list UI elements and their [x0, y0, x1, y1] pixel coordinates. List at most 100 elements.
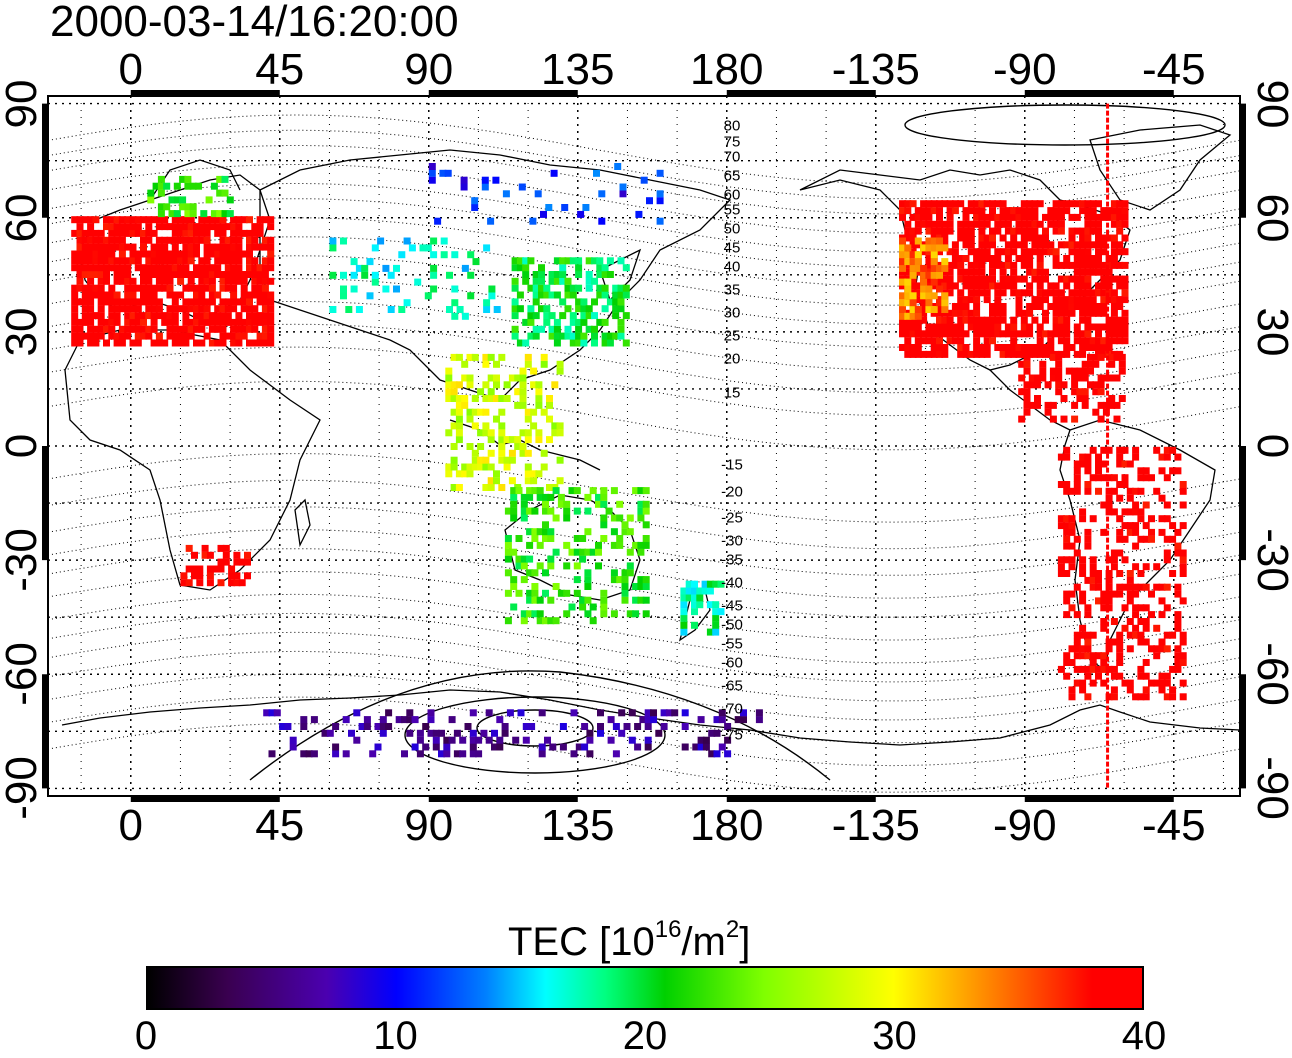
- tec-cell: [228, 572, 236, 580]
- tec-cell: [989, 268, 996, 276]
- tec-cell: [1116, 645, 1124, 653]
- tec-cell: [1004, 282, 1012, 290]
- tec-cell: [553, 277, 561, 285]
- tec-cell: [1116, 460, 1124, 468]
- tec-cell: [1084, 460, 1092, 468]
- tec-cell: [214, 229, 222, 237]
- tec-cell: [962, 220, 970, 228]
- tec-cell: [145, 257, 153, 265]
- tec-cell: [542, 521, 549, 529]
- tec-cell: [1031, 234, 1039, 242]
- tec-cell: [1079, 570, 1087, 577]
- tec-cell: [498, 429, 506, 437]
- tec-cell: [482, 463, 490, 471]
- tec-cell: [899, 244, 906, 252]
- tec-cell: [385, 723, 393, 730]
- tec-cell: [198, 277, 206, 285]
- tec-cell: [1076, 388, 1084, 396]
- tec-cell: [81, 264, 89, 272]
- tec-cell: [538, 271, 545, 278]
- tec-cell: [914, 282, 922, 290]
- tec-cell: [1073, 323, 1081, 331]
- tec-cell: [530, 470, 538, 478]
- tec-cell: [1010, 213, 1018, 221]
- tec-cell: [1089, 309, 1097, 317]
- tec-cell: [466, 470, 474, 478]
- tec-cell: [451, 251, 459, 259]
- tec-cell: [1063, 597, 1071, 605]
- tec-cell: [1116, 528, 1124, 536]
- tec-cell: [973, 207, 981, 215]
- tec-cell: [1052, 255, 1060, 262]
- tec-cell: [617, 318, 625, 326]
- tec-cell: [504, 541, 512, 549]
- tec-cell: [177, 250, 185, 258]
- tec-cell: [1089, 337, 1097, 345]
- tec-cell: [1105, 570, 1113, 577]
- tec-cell: [448, 736, 456, 744]
- tec-cell: [240, 291, 248, 299]
- tec-cell: [71, 250, 79, 258]
- tec-cell: [532, 332, 540, 340]
- tec-cell: [1081, 395, 1089, 402]
- tec-cell: [967, 220, 975, 228]
- tec-cell: [983, 289, 991, 297]
- tec-cell: [930, 337, 938, 345]
- tec-cell: [230, 271, 238, 278]
- tec-cell: [520, 555, 528, 563]
- tec-cell: [256, 243, 264, 251]
- tec-cell: [445, 374, 453, 382]
- tec-cell: [184, 182, 192, 190]
- tec-cell: [1142, 638, 1150, 646]
- tec-cell: [145, 264, 153, 272]
- tec-cell: [962, 282, 970, 290]
- tec-cell: [428, 169, 436, 177]
- tec-cell: [103, 264, 110, 272]
- tec-cell: [140, 216, 147, 224]
- tec-cell: [208, 223, 216, 231]
- tec-cell: [1148, 679, 1155, 687]
- tec-cell: [697, 743, 705, 751]
- tec-cell: [989, 213, 996, 221]
- tec-cell: [166, 277, 174, 285]
- tec-cell: [520, 500, 528, 508]
- tec-cell: [1036, 241, 1044, 249]
- tec-cell: [941, 330, 949, 338]
- frame-segment-left: [42, 674, 48, 789]
- tec-cell: [118, 298, 126, 306]
- tec-cell: [708, 750, 716, 758]
- tec-cell: [1089, 227, 1097, 235]
- tec-cell: [235, 312, 243, 320]
- tec-cell: [1163, 446, 1171, 454]
- tec-cell: [1084, 275, 1092, 283]
- tec-cell: [369, 750, 377, 758]
- tec-cell: [1158, 515, 1166, 523]
- tec-cell: [108, 284, 116, 292]
- tec-cell: [1110, 296, 1118, 304]
- tec-cell: [267, 325, 275, 333]
- tec-cell: [87, 277, 95, 285]
- tec-cell: [471, 197, 479, 205]
- tec-cell: [1095, 200, 1102, 208]
- tec-cell: [573, 562, 581, 570]
- tec-cell: [166, 312, 174, 320]
- tec-cell: [187, 271, 195, 278]
- tec-cell: [542, 617, 549, 625]
- tec-cell: [584, 569, 592, 577]
- tec-cell: [246, 291, 253, 299]
- tec-cell: [1073, 460, 1081, 468]
- tec-cell: [1084, 241, 1092, 249]
- tec-cell: [1110, 323, 1118, 331]
- tec-cell: [515, 535, 523, 542]
- tec-cell: [904, 207, 912, 215]
- tec-cell: [1100, 604, 1108, 612]
- tec-cell: [607, 716, 615, 724]
- tec-cell: [904, 200, 912, 208]
- tec-cell: [177, 325, 185, 333]
- tec-cell: [1084, 309, 1092, 317]
- tec-cell: [1036, 234, 1044, 242]
- tec-cell: [71, 291, 79, 299]
- tec-cell: [214, 257, 222, 265]
- tec-cell: [538, 709, 546, 717]
- tec-cell: [1113, 353, 1121, 361]
